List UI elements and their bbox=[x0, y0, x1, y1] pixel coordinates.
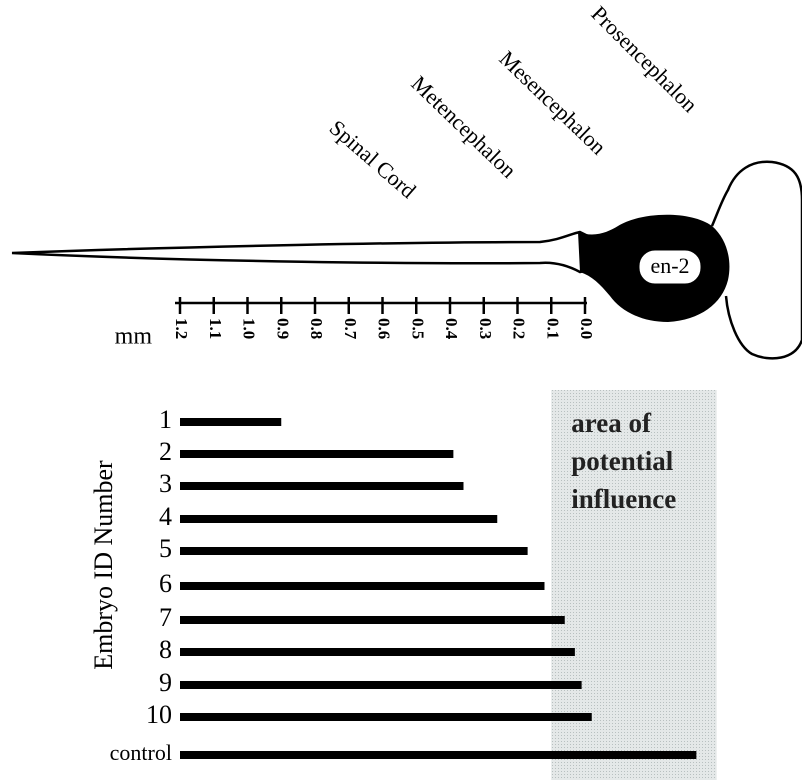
x-tick-label: 0.8 bbox=[307, 318, 326, 339]
y-tick-label: 6 bbox=[159, 569, 172, 598]
x-axis-label: mm bbox=[115, 324, 153, 350]
bar bbox=[180, 648, 575, 656]
x-tick-label: 0.6 bbox=[375, 318, 394, 339]
x-tick-label: 1.1 bbox=[206, 318, 225, 339]
y-tick-label: 2 bbox=[159, 437, 172, 466]
region-label: potential bbox=[571, 446, 674, 476]
x-tick-label: 0.2 bbox=[510, 318, 529, 339]
y-tick-label: control bbox=[110, 740, 172, 765]
x-tick-label: 0.0 bbox=[577, 318, 596, 339]
x-tick-label: 0.9 bbox=[273, 318, 292, 339]
bar bbox=[180, 547, 528, 555]
x-tick-label: 0.1 bbox=[543, 318, 562, 339]
bar bbox=[180, 582, 545, 590]
y-axis-label: Embryo ID Number bbox=[89, 460, 118, 670]
bar bbox=[180, 418, 281, 426]
bar bbox=[180, 515, 497, 523]
bar bbox=[180, 751, 696, 759]
bar bbox=[180, 616, 565, 624]
y-tick-label: 9 bbox=[159, 668, 172, 697]
annotation: Mesencephalon bbox=[495, 46, 612, 160]
y-tick-label: 10 bbox=[146, 700, 172, 729]
y-tick-label: 1 bbox=[159, 405, 172, 434]
y-tick-label: 3 bbox=[159, 469, 172, 498]
x-tick-label: 1.0 bbox=[240, 318, 259, 339]
annotation: Metencephalon bbox=[407, 71, 522, 183]
annotation: en-2 bbox=[650, 253, 689, 278]
y-tick-label: 4 bbox=[159, 502, 172, 531]
x-tick-label: 0.3 bbox=[476, 318, 495, 339]
region-label: influence bbox=[571, 484, 676, 514]
bar bbox=[180, 482, 464, 490]
x-tick-label: 1.2 bbox=[172, 318, 191, 339]
x-tick-label: 0.7 bbox=[341, 318, 360, 340]
x-tick-label: 0.5 bbox=[408, 318, 427, 339]
bar bbox=[180, 713, 592, 721]
bar bbox=[180, 450, 453, 458]
x-tick-label: 0.4 bbox=[442, 318, 461, 340]
bar bbox=[180, 681, 582, 689]
annotation: Prosencephalon bbox=[586, 1, 702, 117]
y-tick-label: 8 bbox=[159, 635, 172, 664]
figure: en-2 Spinal Cord Metencephalon Mesenceph… bbox=[0, 0, 802, 780]
y-tick-label: 5 bbox=[159, 534, 172, 563]
y-tick-label: 7 bbox=[159, 603, 172, 632]
region-label: area of bbox=[571, 408, 652, 438]
annotation: Spinal Cord bbox=[325, 115, 421, 203]
